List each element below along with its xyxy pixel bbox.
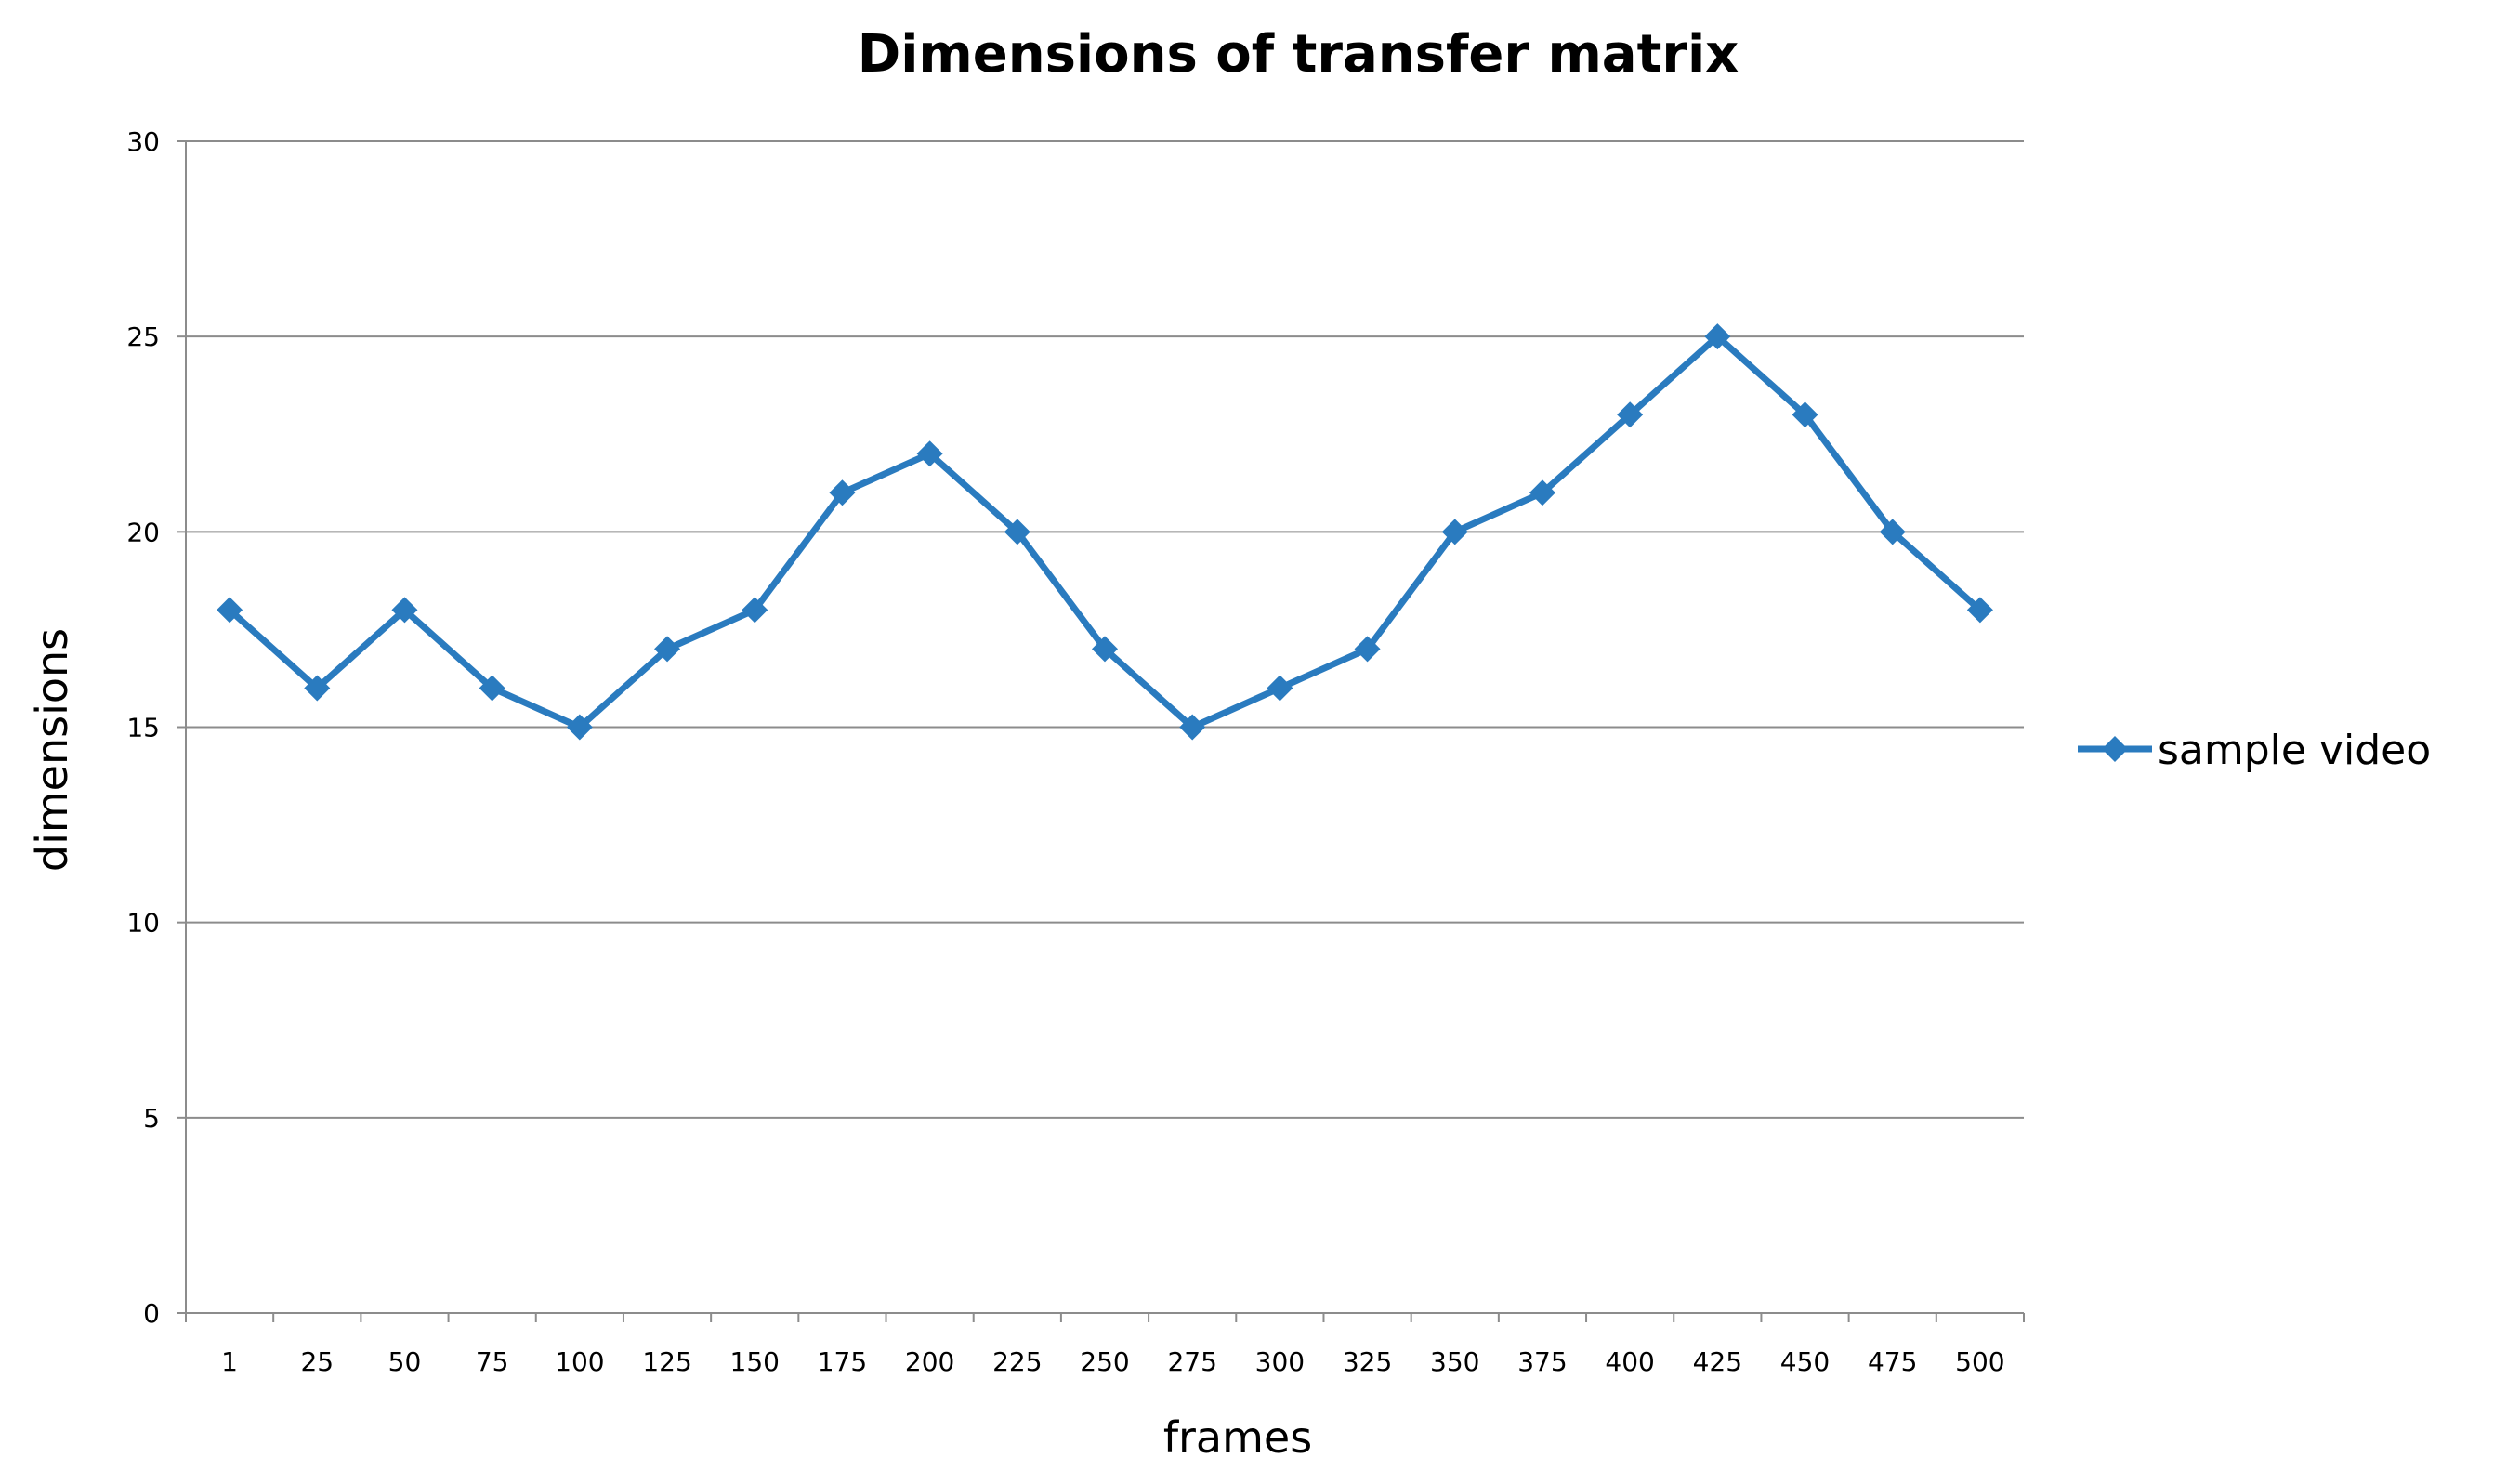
legend: sample video bbox=[2078, 727, 2431, 774]
chart-title: Dimensions of transfer matrix bbox=[858, 24, 1739, 85]
data-point bbox=[1617, 401, 1644, 428]
x-tick-label-125: 125 bbox=[642, 1346, 691, 1377]
series-group bbox=[217, 323, 1993, 741]
data-point bbox=[1441, 519, 1468, 545]
x-tick-label-100: 100 bbox=[555, 1346, 604, 1377]
x-tick-label-400: 400 bbox=[1605, 1346, 1654, 1377]
data-point bbox=[1879, 519, 1906, 545]
y-axis-title: dimensions bbox=[27, 628, 77, 872]
x-tick-label-425: 425 bbox=[1693, 1346, 1742, 1377]
x-tick-label-250: 250 bbox=[1080, 1346, 1129, 1377]
legend-marker-sample-video bbox=[2102, 736, 2128, 762]
data-point bbox=[479, 675, 505, 702]
data-point bbox=[217, 597, 243, 624]
y-tick-label-15: 15 bbox=[126, 713, 160, 743]
legend-label-sample-video: sample video bbox=[2158, 727, 2431, 774]
y-tick-label-25: 25 bbox=[126, 322, 160, 352]
x-tick-label-275: 275 bbox=[1167, 1346, 1216, 1377]
data-point bbox=[1792, 401, 1818, 428]
data-point bbox=[1966, 597, 1993, 624]
data-point bbox=[654, 636, 681, 663]
x-tick-label-225: 225 bbox=[992, 1346, 1042, 1377]
x-tick-label-450: 450 bbox=[1780, 1346, 1830, 1377]
data-point bbox=[1354, 636, 1381, 663]
data-point bbox=[916, 440, 943, 467]
x-tick-label-175: 175 bbox=[818, 1346, 867, 1377]
x-tick-label-475: 475 bbox=[1868, 1346, 1917, 1377]
x-tick-label-375: 375 bbox=[1517, 1346, 1567, 1377]
data-point bbox=[1529, 479, 1555, 506]
data-point bbox=[742, 597, 768, 624]
x-tick-label-75: 75 bbox=[476, 1346, 509, 1377]
data-point bbox=[1704, 323, 1731, 350]
x-tick-label-25: 25 bbox=[300, 1346, 334, 1377]
x-axis-ticks: 1 25 50 75 100 125 150 175 200 225 250 275 300 325 350… bbox=[185, 1313, 2025, 1377]
y-tick-label-10: 10 bbox=[126, 908, 160, 939]
y-tick-label-20: 20 bbox=[126, 517, 160, 547]
data-point bbox=[1267, 675, 1293, 702]
data-point bbox=[1179, 714, 1206, 741]
x-tick-label-350: 350 bbox=[1430, 1346, 1479, 1377]
y-tick-label-30: 30 bbox=[126, 126, 160, 157]
x-tick-label-150: 150 bbox=[730, 1346, 780, 1377]
x-tick-label-300: 300 bbox=[1255, 1346, 1305, 1377]
x-tick-label-50: 50 bbox=[388, 1346, 422, 1377]
x-tick-label-325: 325 bbox=[1343, 1346, 1392, 1377]
data-point bbox=[304, 675, 331, 702]
data-point bbox=[1004, 519, 1030, 545]
x-tick-label-1: 1 bbox=[221, 1346, 238, 1377]
gridlines bbox=[186, 140, 2024, 1119]
x-axis-title: frames bbox=[1163, 1412, 1312, 1463]
x-tick-label-200: 200 bbox=[905, 1346, 954, 1377]
y-axis-ticks: 0 5 10 15 20 25 30 bbox=[126, 126, 186, 1329]
data-point bbox=[566, 714, 593, 741]
data-point bbox=[1092, 636, 1118, 663]
y-tick-label-0: 0 bbox=[143, 1298, 160, 1329]
x-tick-label-500: 500 bbox=[1955, 1346, 2004, 1377]
data-point bbox=[391, 597, 418, 624]
y-tick-label-5: 5 bbox=[143, 1103, 160, 1134]
data-point bbox=[829, 479, 856, 506]
